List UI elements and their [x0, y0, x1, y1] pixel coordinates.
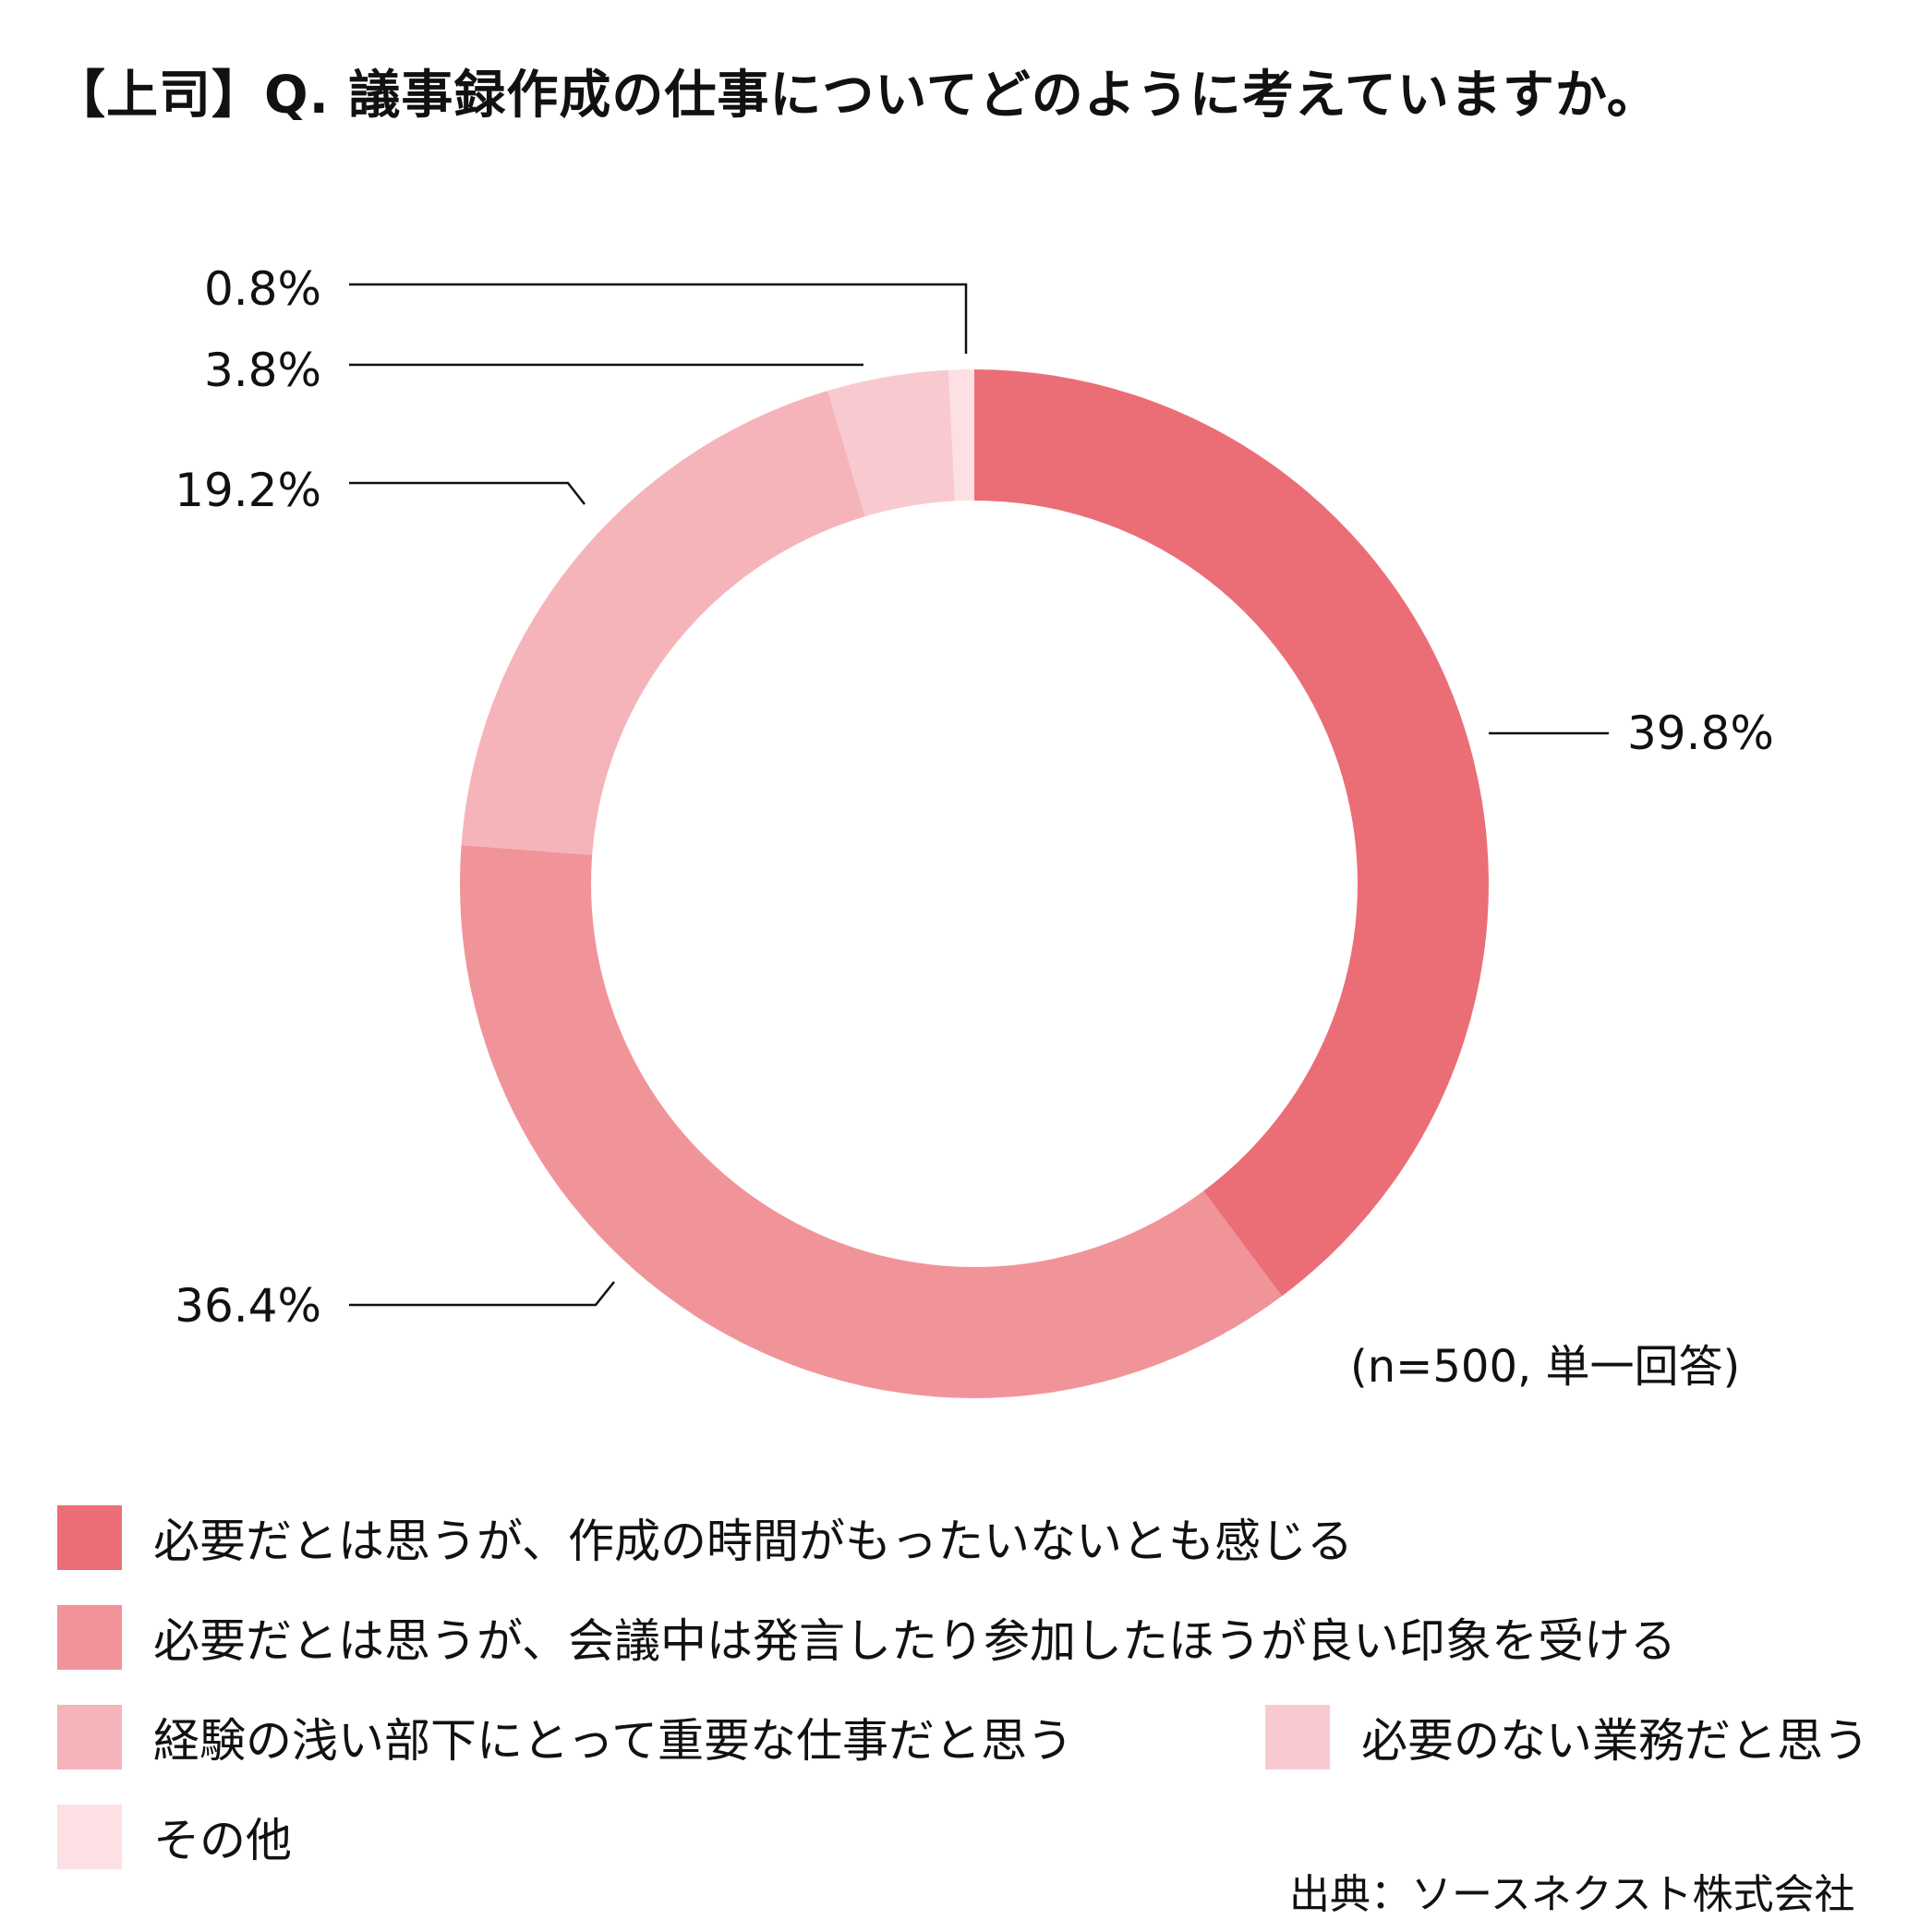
percentage-labels: 39.8% 36.4% 19.2% 3.8% 0.8% [175, 262, 1774, 1333]
sample-note: (n=500, 単一回答) [1350, 1341, 1741, 1393]
legend-swatch-3 [57, 1705, 122, 1769]
donut-slice-5 [948, 369, 974, 501]
chart-title: 【上司】Q. 議事録作成の仕事についてどのように考えていますか。 [54, 66, 1660, 126]
leader-line-3 [349, 481, 586, 505]
donut-slice-1 [974, 369, 1489, 1297]
donut-slice-4 [827, 369, 956, 517]
legend-item-2: 必要だとは思うが、会議中は発言したり参加したほうが良い印象を受ける [57, 1604, 1676, 1671]
legend-swatch-5 [57, 1805, 122, 1869]
legend-label-3: 経験の浅い部下にとって重要な仕事だと思う [153, 1714, 1073, 1768]
pct-label-4: 3.8% [204, 344, 321, 397]
pct-label-2: 36.4% [175, 1279, 321, 1333]
leader-line-5 [349, 283, 968, 354]
legend-label-2: 必要だとは思うが、会議中は発言したり参加したほうが良い印象を受ける [153, 1614, 1676, 1668]
donut-slice-2 [459, 845, 1283, 1398]
pct-label-3: 19.2% [175, 464, 321, 517]
donut-slice-3 [461, 391, 865, 855]
legend-label-1: 必要だとは思うが、作成の時間がもったいないとも感じる [153, 1515, 1353, 1568]
legend-label-5: その他 [153, 1814, 292, 1867]
legend-swatch-1 [57, 1505, 122, 1570]
legend-swatch-4 [1265, 1705, 1330, 1769]
legend-item-1: 必要だとは思うが、作成の時間がもったいないとも感じる [57, 1504, 1353, 1571]
legend-swatch-2 [57, 1605, 122, 1670]
donut-slices [459, 369, 1489, 1398]
legend-label-4: 必要のない業務だと思う [1361, 1714, 1869, 1768]
legend-item-5: その他 [57, 1804, 292, 1870]
legend-item-4: 必要のない業務だと思う [1265, 1704, 1869, 1770]
source-credit: 出典：ソースネクスト株式会社 [1289, 1871, 1855, 1918]
legend-item-3: 経験の浅い部下にとって重要な仕事だと思う [57, 1704, 1073, 1770]
leader-line-2 [349, 1281, 615, 1307]
pct-label-1: 39.8% [1627, 706, 1774, 760]
pct-label-5: 0.8% [204, 262, 321, 316]
leader-lines [349, 283, 1609, 1307]
